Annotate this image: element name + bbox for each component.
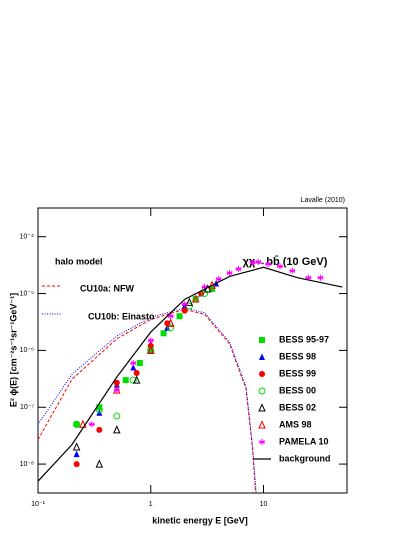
data-point [113,425,121,434]
data-point [73,421,80,428]
legend-marker [258,387,266,395]
data-point [130,364,137,371]
x-tick-label: 1 [149,501,153,508]
legend-marker [259,439,265,445]
legend-label: PAMELA 10 [279,436,329,446]
data-point [166,318,175,327]
legend-label: BESS 02 [279,402,316,412]
data-point [185,302,193,310]
data-point [146,345,155,354]
legend-marker [258,420,266,429]
legend-label: BESS 98 [279,351,316,361]
credit: Lavalle (2010) [301,197,345,204]
data-point [73,450,80,458]
y-axis-label: E² ϕ(E) [cm⁻²s⁻¹sr⁻¹GeV⁻¹] [8,293,18,407]
data-point [113,412,121,420]
data-point [289,267,296,274]
y-tick-label: 10⁻⁴ [20,234,35,241]
data-point [265,261,272,268]
data-point [185,297,194,306]
legend-label: BESS 95-97 [279,334,329,344]
data-point [209,286,216,293]
data-point [181,301,188,308]
data-point [73,420,81,428]
data-point [122,377,129,384]
data-point [147,347,154,354]
data-point [181,307,188,314]
data-point [160,330,167,337]
data-point [317,274,324,281]
legend-marker [259,371,265,377]
data-point [147,337,154,344]
data-point [255,258,262,265]
x-axis-label: kinetic energy E [GeV] [152,515,248,525]
legend-label: background [279,453,331,463]
legend-label: AMS 98 [279,419,312,429]
data-point [95,406,103,414]
y-tick-label: 10⁻⁶ [20,347,34,354]
data-point [73,461,80,468]
data-point [113,379,120,386]
data-point [226,269,233,276]
data-point [192,296,199,303]
data-point [167,324,175,332]
data-point [96,426,103,433]
data-point [136,360,143,367]
legend-label: CU10a: NFW [80,283,135,293]
data-point [176,313,183,320]
data-point [132,375,141,384]
data-point [88,421,95,428]
data-point [167,313,174,320]
legend-label: BESS 00 [279,385,316,395]
chart-title: χχ→bb̄ (10 GeV) [243,256,328,268]
y-tick-label: 10⁻⁷ [20,404,34,411]
data-point [305,274,312,281]
data-point [113,387,120,394]
legend-label: BESS 99 [279,368,316,378]
data-point [201,284,208,291]
data-point [235,266,242,273]
data-point [72,442,81,451]
legend-title: halo model [55,256,103,266]
data-point [191,294,200,303]
data-point [95,459,104,468]
legend-marker [259,353,265,360]
legend-label: CU10b: Einasto [88,311,155,321]
x-tick-label: 10⁻¹ [31,501,45,508]
y-tick-label: 10⁻⁵ [20,290,34,297]
background-curve [37,266,343,482]
data-point [133,370,140,377]
halo-curve [37,307,257,494]
y-tick-label: 10⁻⁸ [20,461,34,468]
x-tick-label: 10 [260,501,268,508]
legend-marker [259,337,265,343]
data-point [201,290,209,298]
data-point [276,263,283,270]
data-point [215,276,222,283]
data-point [249,259,256,266]
data-point [130,360,137,367]
legend-marker [258,403,266,412]
